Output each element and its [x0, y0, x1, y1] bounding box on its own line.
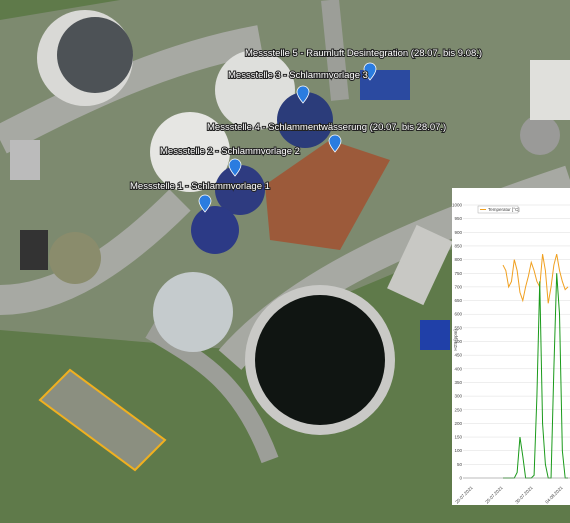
tank	[153, 272, 233, 352]
tank	[191, 206, 239, 254]
tank-inner	[57, 17, 133, 93]
tank	[520, 115, 560, 155]
map-pin	[363, 62, 377, 81]
building	[20, 230, 48, 270]
y-tick-label: 350	[454, 380, 462, 385]
highlighted-area	[38, 368, 167, 472]
building	[387, 224, 453, 306]
y-tick-label: 600	[454, 312, 462, 317]
building	[530, 60, 570, 120]
y-tick-label: 0	[459, 476, 462, 481]
marker-label: Messstelle 2 - Schlammvorlage 2	[160, 146, 300, 157]
marker-label: Messstelle 1 - Schlammvorlage 1	[130, 181, 270, 192]
roof	[265, 140, 390, 250]
y-axis-label: H2S [ppm]	[453, 329, 458, 350]
clarifier-water	[255, 295, 385, 425]
y-tick-label: 400	[454, 366, 462, 371]
marker-label: Messstelle 4 - Schlammentwässerung (20.0…	[207, 122, 446, 133]
data-line	[502, 254, 569, 304]
y-tick-label: 200	[454, 421, 462, 426]
map-pin	[328, 134, 342, 153]
y-tick-label: 100	[454, 448, 462, 453]
y-tick-label: 950	[454, 216, 462, 221]
tank	[215, 165, 265, 215]
tank	[49, 232, 101, 284]
tank	[215, 50, 295, 130]
y-tick-label: 850	[454, 243, 462, 248]
marker-label: Messstelle 3 - Schlammvorlage 3	[228, 70, 368, 81]
y-tick-label: 150	[454, 435, 462, 440]
legend-label: Temperatur [°C]	[488, 207, 520, 212]
inset-chart: 0 50 100 150 200 250 300 350 400 450 500 550 600 650 7…	[452, 188, 570, 505]
y-tick-label: 450	[454, 353, 462, 358]
y-tick-label: 300	[454, 394, 462, 399]
tank	[150, 112, 230, 192]
building	[420, 320, 450, 350]
building	[10, 140, 40, 180]
y-tick-label: 250	[454, 407, 462, 412]
map-pin	[198, 194, 212, 213]
map-pin	[296, 85, 310, 104]
marker-label: Messstelle 5 - Raumluft Desintegration (…	[245, 48, 482, 59]
y-tick-label: 750	[454, 271, 462, 276]
y-tick-label: 550	[454, 325, 462, 330]
y-tick-label: 1000	[452, 203, 463, 208]
chart-background	[452, 188, 570, 505]
tank	[277, 92, 333, 148]
y-tick-label: 800	[454, 257, 462, 262]
y-tick-label: 500	[454, 339, 462, 344]
y-tick-label: 900	[454, 230, 462, 235]
y-tick-label: 700	[454, 284, 462, 289]
map-pin	[228, 158, 242, 177]
legend-box	[477, 205, 519, 214]
y-tick-label: 650	[454, 298, 462, 303]
y-tick-label: 50	[457, 462, 463, 467]
